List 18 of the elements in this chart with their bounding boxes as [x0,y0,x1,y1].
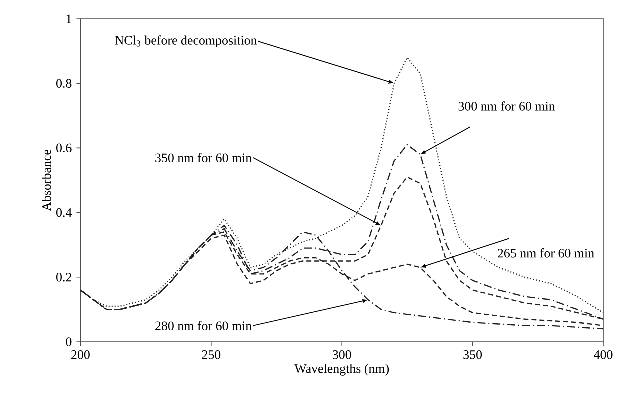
x-axis-title: Wavelengths (nm) [294,364,390,376]
y-tick-label: 0.6 [56,144,72,153]
annotation: 300 nm for 60 min [458,102,556,111]
annotation: NCl$_{3}$ before decomposition [115,36,258,48]
x-tick-label: 250 [202,350,221,360]
y-tick-label: 0.2 [56,273,72,282]
annotation: 280 nm for 60 min [156,321,252,330]
y-axis-title: Absorbance [42,150,52,212]
x-tick-label: 350 [464,350,482,360]
x-tick-label: 300 [333,350,352,360]
y-tick-label: 0.8 [56,79,72,88]
annotation: 350 nm for 60 min [156,153,252,163]
y-tick-label: 1 [66,14,72,24]
x-tick-label: 400 [594,350,613,360]
annotation: 265 nm for 60 min [498,248,594,258]
y-tick-label: 0 [66,338,72,346]
x-tick-label: 200 [72,350,90,360]
y-tick-label: 0.4 [56,208,72,218]
